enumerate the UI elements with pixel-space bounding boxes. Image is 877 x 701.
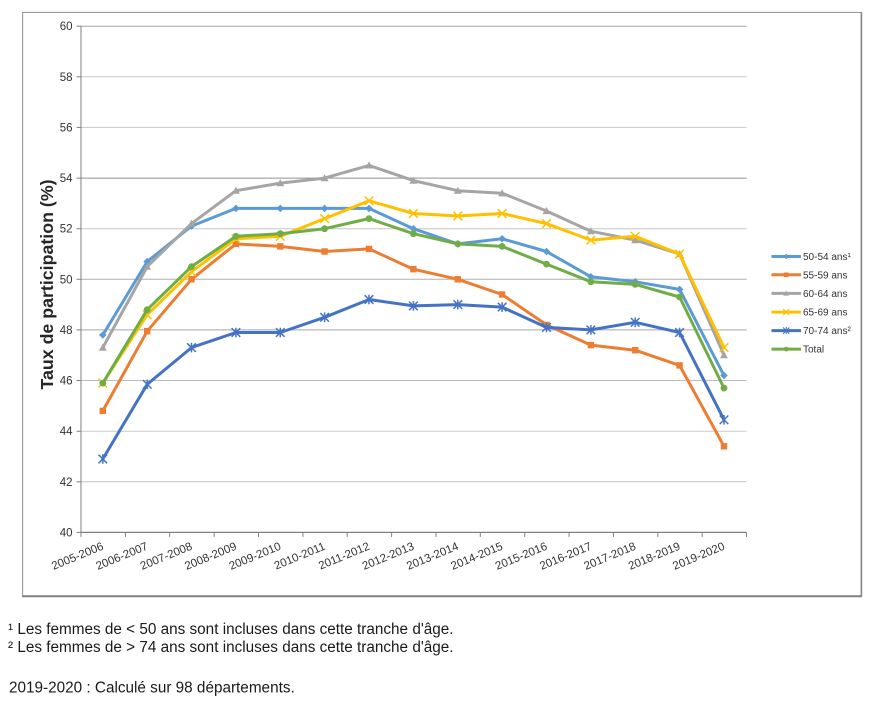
svg-text:52: 52 xyxy=(60,224,73,236)
svg-text:Total: Total xyxy=(803,345,824,356)
svg-text:42: 42 xyxy=(60,477,73,489)
svg-text:65-69 ans: 65-69 ans xyxy=(803,308,847,319)
svg-text:2019-2020 : Calculé sur 98 dép: 2019-2020 : Calculé sur 98 départements. xyxy=(9,680,295,697)
svg-text:Taux de participation (%): Taux de participation (%) xyxy=(37,179,57,389)
svg-text:70-74 ans²: 70-74 ans² xyxy=(803,326,851,337)
svg-text:48: 48 xyxy=(60,325,73,337)
svg-text:50: 50 xyxy=(60,274,73,286)
svg-text:54: 54 xyxy=(60,173,73,185)
svg-text:46: 46 xyxy=(60,376,73,388)
svg-text:56: 56 xyxy=(60,122,73,134)
svg-text:40: 40 xyxy=(60,527,73,539)
svg-text:55-59 ans: 55-59 ans xyxy=(803,270,847,281)
svg-text:58: 58 xyxy=(60,72,73,84)
svg-text:² Les femmes de > 74 ans sont: ² Les femmes de > 74 ans sont incluses d… xyxy=(8,639,454,656)
svg-text:60-64 ans: 60-64 ans xyxy=(803,289,847,300)
svg-text:50-54 ans¹: 50-54 ans¹ xyxy=(803,252,851,263)
svg-text:¹ Les femmes de < 50 ans sont: ¹ Les femmes de < 50 ans sont incluses d… xyxy=(8,621,454,638)
svg-text:60: 60 xyxy=(60,21,73,33)
svg-text:44: 44 xyxy=(60,426,73,438)
